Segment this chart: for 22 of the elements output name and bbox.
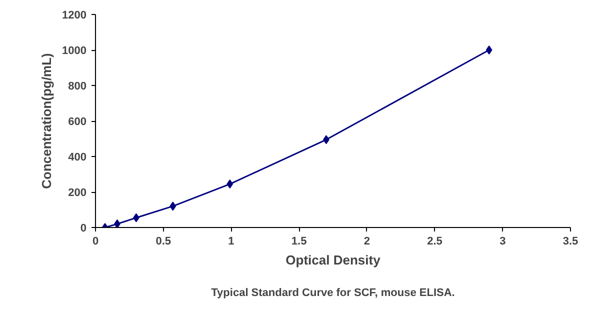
point: [486, 46, 492, 54]
text: Typical Standard Curve for SCF, mouse ELISA.: [211, 287, 455, 299]
point: [226, 180, 234, 189]
x-tick-label: 1.5: [291, 236, 307, 248]
y-tick-label: 400: [68, 152, 87, 164]
y-axis-title: Concentration(pg/mL): [39, 53, 54, 189]
x-tick-label: 0.5: [156, 236, 172, 248]
point: [114, 219, 120, 228]
x-tick-label: 0: [92, 236, 99, 248]
y-tick-label: 800: [68, 80, 87, 92]
y-tick-label: 1000: [62, 45, 87, 57]
y-tick-label: 600: [68, 116, 87, 128]
x-tick-label: 1: [228, 236, 234, 248]
x-tick-label: 3.5: [562, 236, 578, 248]
x-tick-label: 3: [500, 236, 506, 248]
y-tick-label: 1200: [62, 10, 87, 22]
x-tick-label: 2: [364, 236, 370, 248]
y-tick-label: 0: [80, 222, 87, 234]
point: [170, 202, 176, 211]
x-tick-label: 2.5: [427, 236, 442, 248]
x-axis-title: Optical Density: [286, 252, 382, 268]
y-tick-label: 200: [68, 187, 87, 199]
